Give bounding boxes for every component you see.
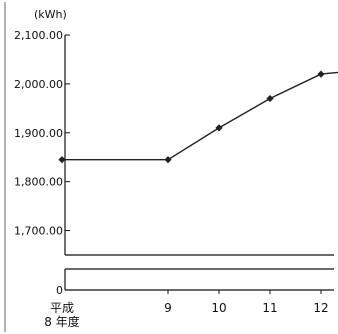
x-tick-label: 12 xyxy=(313,301,328,315)
data-point-marker xyxy=(58,156,66,164)
x-tick-label: 9 xyxy=(164,301,172,315)
series-group xyxy=(58,70,338,164)
x-tick-label: 11 xyxy=(262,301,277,315)
x-tick-label: 10 xyxy=(211,301,226,315)
data-point-marker xyxy=(164,156,172,164)
y-tick-label: 1,800.00 xyxy=(14,176,63,189)
y-tick-label-zero: 0 xyxy=(56,284,63,297)
data-point-marker xyxy=(317,70,325,78)
series-line xyxy=(62,71,338,161)
data-point-marker xyxy=(215,124,223,132)
y-axis-ticks: 2,100.00 2,000.00 1,900.00 1,800.00 1,700.00… xyxy=(14,29,70,297)
y-tick-label: 1,700.00 xyxy=(14,225,63,238)
y-tick-label: 2,000.00 xyxy=(14,78,63,91)
x-axis-labels: 平成8 年度910111213 xyxy=(44,290,329,329)
x-tick-label: 平成 xyxy=(50,301,74,315)
data-point-marker xyxy=(266,94,274,103)
y-tick-label: 1,900.00 xyxy=(14,127,63,140)
y-tick-label: 2,100.00 xyxy=(14,29,63,42)
axes xyxy=(4,2,334,332)
x-tick-label: 8 年度 xyxy=(44,314,79,329)
y-axis-unit-label: (kWh) xyxy=(34,8,67,21)
